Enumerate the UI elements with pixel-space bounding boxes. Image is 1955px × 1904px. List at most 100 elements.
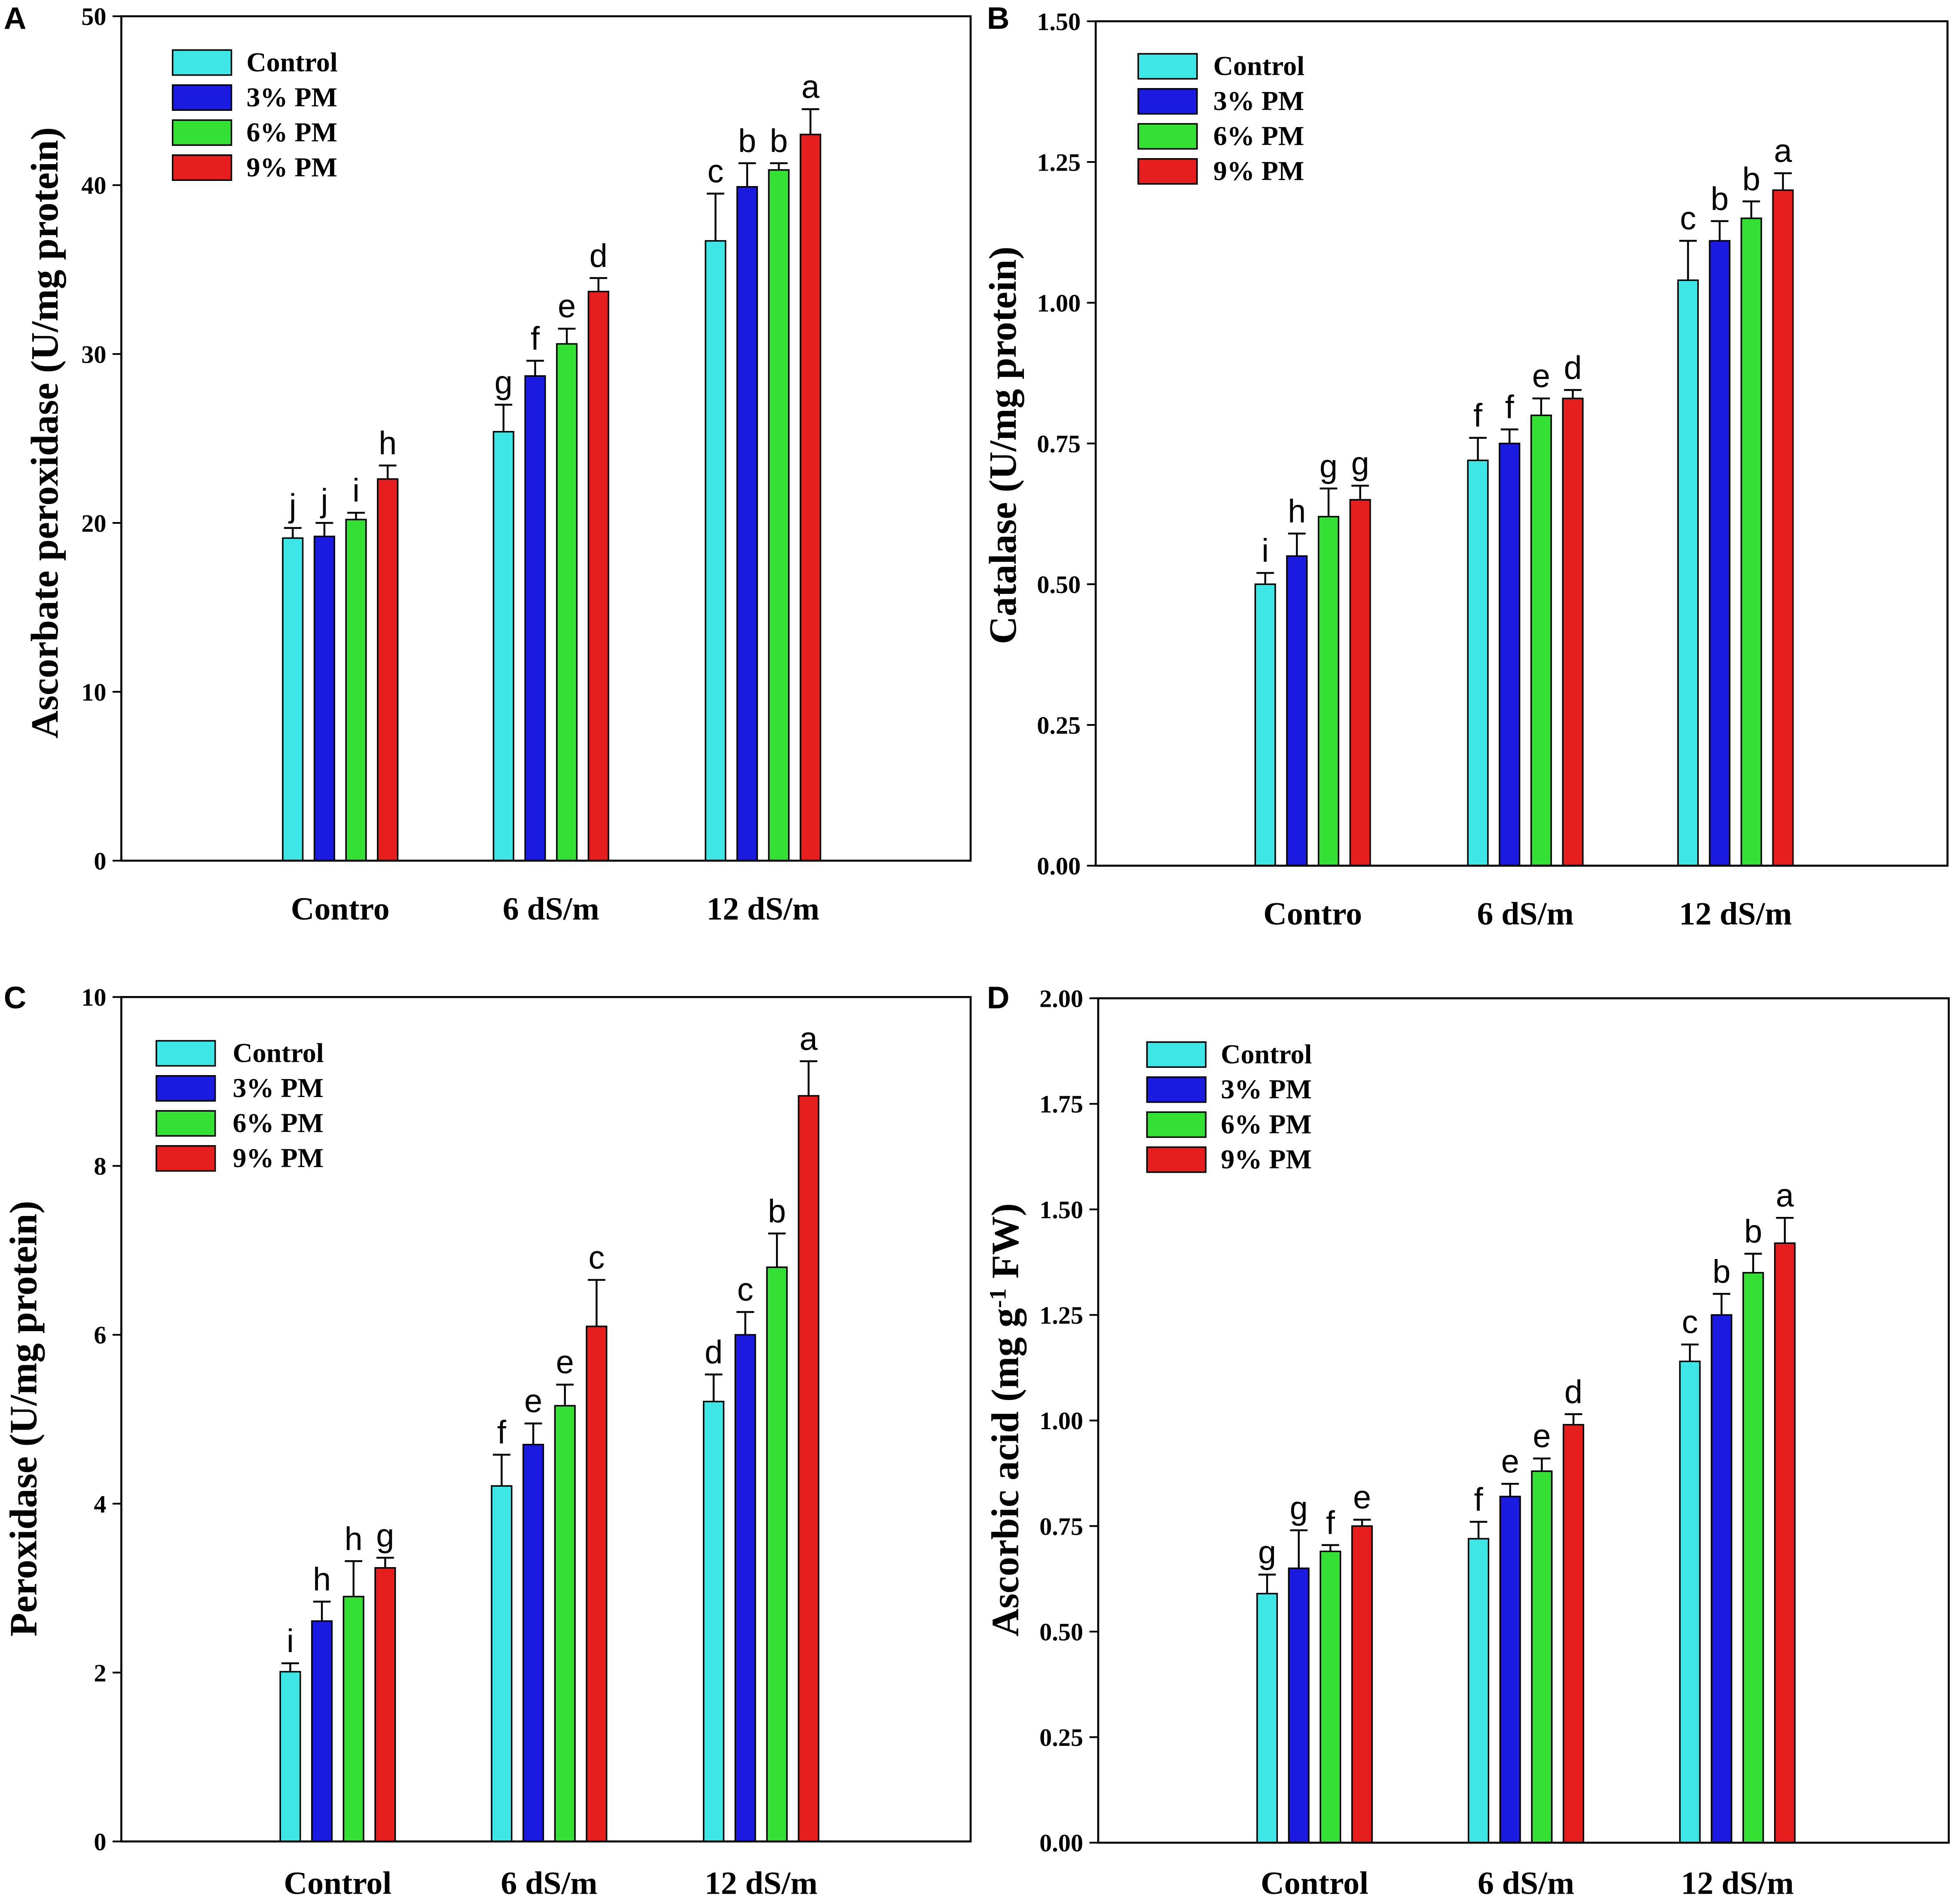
error-bar-9-pm-6-ds-m xyxy=(1564,1413,1582,1425)
x-category-label-12-ds-m: 12 dS/m xyxy=(1679,896,1792,932)
bar-6-pm-12-ds-m xyxy=(1742,1272,1764,1844)
bar-control-6-ds-m xyxy=(1467,1538,1490,1844)
legend-label-3-pm: 3% PM xyxy=(232,1073,324,1103)
y-tick-label: 0 xyxy=(94,1828,106,1856)
significance-letter-3-pm-12-ds-m: b xyxy=(738,123,756,159)
significance-letter-6-pm-6-ds-m: e xyxy=(558,288,576,325)
error-bar-control-6-ds-m xyxy=(493,1454,510,1486)
bar-6-pm-6-ds-m xyxy=(1531,1470,1553,1844)
y-tick-label: 8 xyxy=(94,1152,106,1180)
significance-letter-control-contro: j xyxy=(288,488,296,524)
legend-swatch-control xyxy=(156,1040,216,1067)
error-bar-6-pm-6-ds-m xyxy=(556,1384,574,1406)
legend: Control 3% PM 6% PM 9% PM xyxy=(156,1038,324,1173)
legend-label-6-pm: 6% PM xyxy=(1221,1109,1312,1140)
error-bar-control-6-ds-m xyxy=(495,403,513,432)
plot-frame xyxy=(120,996,972,1843)
legend-item-control: Control xyxy=(1137,51,1304,81)
bar-3-pm-control xyxy=(311,1620,333,1843)
significance-letter-9-pm-6-ds-m: d xyxy=(1564,1374,1582,1410)
significance-letter-control-6-ds-m: f xyxy=(1474,1481,1484,1518)
panel-letter: C xyxy=(4,981,27,1015)
error-bar-control-12-ds-m xyxy=(706,193,724,241)
significance-letter-3-pm-6-ds-m: e xyxy=(524,1383,542,1419)
significance-letter-6-pm-6-ds-m: e xyxy=(1533,1418,1551,1455)
significance-letter-control-6-ds-m: f xyxy=(1473,397,1483,434)
error-bar-6-pm-6-ds-m xyxy=(1533,1458,1551,1471)
error-bar-6-pm-contro xyxy=(1320,487,1338,517)
error-bar-control-contro xyxy=(284,527,302,538)
panel-letter: B xyxy=(987,1,1010,36)
x-category-label-6-ds-m: 6 dS/m xyxy=(501,1866,597,1901)
legend-swatch-3-pm xyxy=(1146,1076,1207,1103)
error-bar-9-pm-6-ds-m xyxy=(1564,389,1582,399)
bar-control-12-ds-m xyxy=(1679,1360,1701,1844)
significance-letter-6-pm-control: f xyxy=(1326,1504,1335,1541)
error-bar-control-6-ds-m xyxy=(1469,437,1487,461)
bar-control-6-ds-m xyxy=(491,1485,513,1843)
panel-c: C Peroxidase (U/mg protein) i f d h e c h e b g c a… xyxy=(2,981,972,1901)
x-category-label-control: Control xyxy=(1261,1866,1368,1901)
y-tick-label: 50 xyxy=(81,3,106,31)
bar-3-pm-12-ds-m xyxy=(1709,240,1731,867)
error-bar-3-pm-12-ds-m xyxy=(1713,1293,1731,1315)
legend-item-control: Control xyxy=(156,1038,324,1068)
x-axis: Control 6 dS/m 12 dS/m xyxy=(1261,1866,1794,1901)
legend: Control 3% PM 6% PM 9% PM xyxy=(1137,51,1304,186)
legend-swatch-3-pm xyxy=(156,1075,216,1102)
x-category-label-contro: Contro xyxy=(291,891,390,927)
significance-letter-6-pm-6-ds-m: e xyxy=(556,1344,574,1381)
y-tick-label: 40 xyxy=(81,171,106,199)
significance-letter-3-pm-6-ds-m: f xyxy=(531,320,540,357)
bar-3-pm-12-ds-m xyxy=(734,1334,756,1843)
legend-label-3-pm: 3% PM xyxy=(246,82,337,112)
legend-item-control: Control xyxy=(171,47,338,77)
error-bar-9-pm-12-ds-m xyxy=(801,108,819,134)
error-bar-3-pm-contro xyxy=(1288,532,1306,556)
significance-letter-control-12-ds-m: c xyxy=(1680,200,1696,237)
bar-6-pm-12-ds-m xyxy=(768,169,790,862)
y-tick-label: 1.25 xyxy=(1039,1302,1083,1329)
significance-letter-3-pm-12-ds-m: b xyxy=(1713,1253,1731,1290)
x-category-label-12-ds-m: 12 dS/m xyxy=(706,891,819,927)
plot-frame xyxy=(120,15,972,862)
panel-a: A Ascorbate peroxidase (U/mg protein) j g… xyxy=(4,1,972,927)
error-bar-9-pm-6-ds-m xyxy=(590,277,608,292)
y-tick-label: 0.75 xyxy=(1039,1513,1083,1540)
error-bar-6-pm-6-ds-m xyxy=(558,327,576,344)
legend-label-control: Control xyxy=(1213,51,1304,81)
legend: Control 3% PM 6% PM 9% PM xyxy=(171,47,338,182)
error-bar-control-6-ds-m xyxy=(1469,1521,1488,1539)
x-category-label-contro: Contro xyxy=(1263,896,1362,932)
legend-swatch-9-pm xyxy=(1137,158,1198,185)
bar-series: i f d h e c h e b g c a xyxy=(279,1021,819,1843)
series-9-pm: g c a xyxy=(374,1021,819,1843)
y-axis-label: Catalase (U/mg protein) xyxy=(981,247,1024,645)
y-tick-label: 30 xyxy=(81,340,106,368)
error-bar-3-pm-6-ds-m xyxy=(1500,428,1518,444)
error-bar-6-pm-control xyxy=(1321,1544,1339,1552)
y-tick-label: 0.25 xyxy=(1037,711,1081,739)
significance-letter-3-pm-6-ds-m: f xyxy=(1505,389,1515,425)
series-control: gfc xyxy=(1256,1304,1701,1844)
significance-letter-control-12-ds-m: c xyxy=(1682,1304,1698,1341)
error-bar-3-pm-control xyxy=(313,1601,331,1621)
significance-letter-9-pm-6-ds-m: c xyxy=(589,1239,605,1276)
bar-6-pm-12-ds-m xyxy=(766,1266,788,1843)
error-bar-3-pm-6-ds-m xyxy=(524,1422,542,1445)
legend-label-9-pm: 9% PM xyxy=(232,1143,324,1173)
bar-3-pm-12-ds-m xyxy=(736,186,758,862)
error-bar-9-pm-control xyxy=(376,1556,394,1568)
error-bar-3-pm-contro xyxy=(315,522,333,537)
error-bar-9-pm-12-ds-m xyxy=(1776,1216,1794,1244)
legend-swatch-3-pm xyxy=(1137,88,1198,115)
legend-item-6-pm: 6% PM xyxy=(156,1108,324,1138)
bar-9-pm-12-ds-m xyxy=(1774,1242,1796,1844)
plot-frame xyxy=(1097,997,1950,1844)
bar-9-pm-12-ds-m xyxy=(797,1095,819,1843)
series-3-pm: h f b xyxy=(1286,180,1731,867)
bar-6-pm-6-ds-m xyxy=(554,1405,576,1843)
error-bar-6-pm-control xyxy=(345,1560,363,1597)
y-tick-label: 10 xyxy=(81,678,106,706)
x-category-label-6-ds-m: 6 dS/m xyxy=(503,891,599,927)
